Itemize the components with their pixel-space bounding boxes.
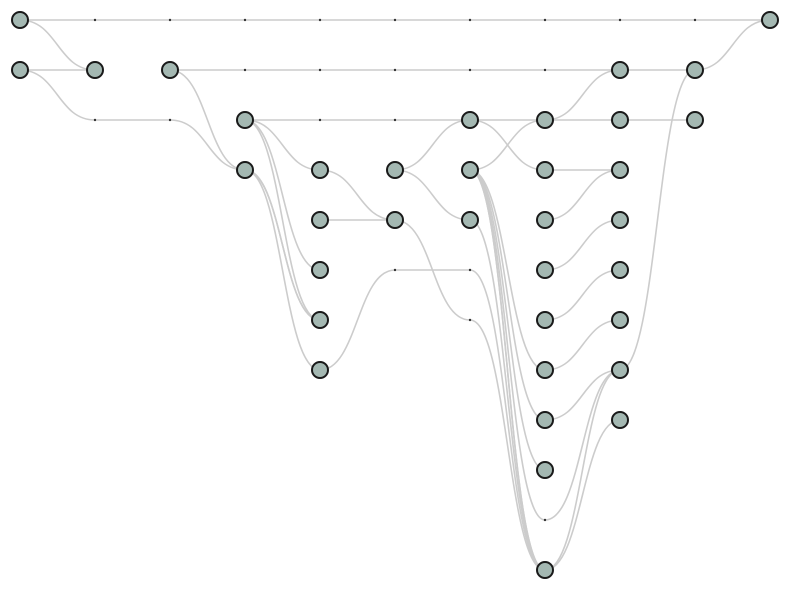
edge-n6-n12: [319, 169, 396, 221]
graph-node-n15[interactable]: [461, 211, 479, 229]
graph-node-n2[interactable]: [86, 61, 104, 79]
graph-node-n30[interactable]: [611, 311, 629, 329]
graph-node-n18[interactable]: [536, 211, 554, 229]
graph-node-n20[interactable]: [536, 311, 554, 329]
waypoint-e6: [468, 68, 472, 72]
edge-n5-n9: [244, 169, 321, 321]
edge-n4-n6: [244, 119, 321, 171]
waypoint-d4: [318, 18, 322, 22]
graph-node-n16[interactable]: [536, 111, 554, 129]
graph-node-n24[interactable]: [536, 561, 554, 579]
waypoint-g5: [393, 118, 397, 122]
waypoint-d8: [618, 18, 622, 22]
waypoint-layer: [93, 18, 697, 522]
graph-node-n27[interactable]: [611, 161, 629, 179]
graph-node-n28[interactable]: [611, 211, 629, 229]
graph-node-n35[interactable]: [761, 11, 779, 29]
waypoint-e5: [393, 68, 397, 72]
waypoint-g4: [318, 118, 322, 122]
edge-n14-j7: [469, 169, 546, 521]
waypoint-f1: [93, 118, 97, 122]
edge-n5-n10: [244, 169, 321, 371]
edge-n3-n5: [169, 69, 246, 171]
graph-node-n10[interactable]: [311, 361, 329, 379]
edge-n22-n31: [544, 369, 621, 421]
waypoint-d3: [243, 18, 247, 22]
graph-node-n33[interactable]: [686, 61, 704, 79]
waypoint-h5: [393, 268, 397, 272]
graph-node-n12[interactable]: [386, 211, 404, 229]
edge-n11-n15: [394, 169, 471, 221]
waypoint-e3: [243, 68, 247, 72]
edge-f2-n5: [169, 119, 246, 171]
edge-h6-n24: [469, 269, 546, 571]
edge-n14-n21: [469, 169, 546, 371]
graph-node-n17[interactable]: [536, 161, 554, 179]
graph-node-n7[interactable]: [311, 211, 329, 229]
graph-node-n8[interactable]: [311, 261, 329, 279]
edge-n12-i6: [394, 219, 471, 321]
graph-node-n32[interactable]: [611, 411, 629, 429]
graph-node-n1[interactable]: [11, 61, 29, 79]
graph-node-n29[interactable]: [611, 261, 629, 279]
waypoint-d6: [468, 18, 472, 22]
edge-n31-n33: [619, 69, 696, 371]
graph-node-n34[interactable]: [686, 111, 704, 129]
waypoint-d2: [168, 18, 172, 22]
waypoint-d1: [93, 18, 97, 22]
graph-node-n4[interactable]: [236, 111, 254, 129]
edge-i6-n24: [469, 319, 546, 571]
waypoint-f2: [168, 118, 172, 122]
edge-n14-n16: [469, 119, 546, 171]
edge-n15-n24: [469, 219, 546, 571]
graph-node-n11[interactable]: [386, 161, 404, 179]
graph-node-n26[interactable]: [611, 111, 629, 129]
graph-node-n23[interactable]: [536, 461, 554, 479]
graph-node-n25[interactable]: [611, 61, 629, 79]
waypoint-d5: [393, 18, 397, 22]
graph-node-n19[interactable]: [536, 261, 554, 279]
graph-node-n3[interactable]: [161, 61, 179, 79]
edge-n4-n8: [244, 119, 321, 271]
edge-n0-n2: [19, 19, 96, 71]
waypoint-e7: [543, 68, 547, 72]
edge-n11-n13: [394, 119, 471, 171]
waypoint-j7: [543, 518, 547, 522]
waypoint-i6: [468, 318, 472, 322]
graph-node-n22[interactable]: [536, 411, 554, 429]
edge-n14-n23: [469, 169, 546, 471]
graph-node-n9[interactable]: [311, 311, 329, 329]
edge-n10-h5: [319, 269, 396, 371]
edge-n21-n30: [544, 319, 621, 371]
edge-n24-n31: [544, 369, 621, 571]
graph-node-n6[interactable]: [311, 161, 329, 179]
waypoint-d9: [693, 18, 697, 22]
waypoint-d7: [543, 18, 547, 22]
waypoint-h6: [468, 268, 472, 272]
graph-node-n14[interactable]: [461, 161, 479, 179]
graph-node-n21[interactable]: [536, 361, 554, 379]
waypoint-e4: [318, 68, 322, 72]
edge-n33-n35: [694, 19, 771, 71]
graph-node-n0[interactable]: [11, 11, 29, 29]
edge-n14-n24: [469, 169, 546, 571]
edge-layer: [19, 19, 771, 571]
edge-n20-n29: [544, 269, 621, 321]
node-layer: [11, 11, 779, 579]
graph-node-n5[interactable]: [236, 161, 254, 179]
edge-n14-n22: [469, 169, 546, 421]
edge-n16-n25: [544, 69, 621, 121]
graph-node-n13[interactable]: [461, 111, 479, 129]
edge-n1-f1: [19, 69, 96, 121]
edge-n18-n27: [544, 169, 621, 221]
graph-node-n31[interactable]: [611, 361, 629, 379]
edge-j7-n31: [544, 369, 621, 521]
edge-n19-n28: [544, 219, 621, 271]
edge-n24-n32: [544, 419, 621, 571]
edge-n4-n9: [244, 119, 321, 321]
